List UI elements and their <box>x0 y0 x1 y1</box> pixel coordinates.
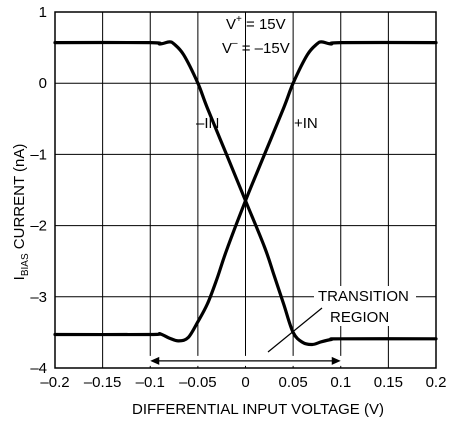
x-tick-label: 0.15 <box>374 374 403 391</box>
minus-in-label: –IN <box>196 115 219 132</box>
y-tick-label: –3 <box>30 289 47 306</box>
x-tick-label: 0 <box>241 374 249 391</box>
x-tick-label: 0.2 <box>426 374 447 391</box>
plus-in-label: +IN <box>294 115 318 132</box>
y-axis-label: IBIAS CURRENT (nA) <box>11 144 31 281</box>
x-tick-label: –0.05 <box>179 374 217 391</box>
tick-labels: –0.2 –0.15 –0.1 –0.05 0 0.05 0.1 0.15 0.2 1 0 –1 –2 –… <box>30 4 446 391</box>
transition-range-arrow <box>148 355 343 366</box>
transition-leader-line <box>267 307 323 353</box>
transition-label-line2: REGION <box>330 309 389 326</box>
x-tick-label: 0.1 <box>330 374 351 391</box>
transition-label-line1: TRANSITION <box>318 288 409 305</box>
transition-arrowhead-right <box>331 356 341 365</box>
x-tick-label: –0.2 <box>40 374 69 391</box>
x-tick-label: –0.1 <box>136 374 165 391</box>
series-minus-in <box>53 40 438 347</box>
plot-frame <box>54 11 437 369</box>
y-tick-label: 0 <box>39 75 47 92</box>
x-axis-label: DIFFERENTIAL INPUT VOLTAGE (V) <box>132 401 384 418</box>
y-tick-label: –2 <box>30 218 47 235</box>
y-tick-label: –4 <box>30 360 47 377</box>
series-group <box>53 40 438 347</box>
transition-label-bg <box>314 286 416 326</box>
vplus-annotation: V+ = 15V <box>226 14 286 33</box>
vminus-annotation: V– = –15V <box>222 38 290 57</box>
x-tick-label: 0.05 <box>279 374 308 391</box>
x-tick-label: –0.15 <box>84 374 122 391</box>
y-tick-label: 1 <box>39 4 47 21</box>
y-tick-label: –1 <box>30 146 47 163</box>
series-plus-in <box>53 40 438 343</box>
transition-arrowhead-left <box>150 356 160 365</box>
